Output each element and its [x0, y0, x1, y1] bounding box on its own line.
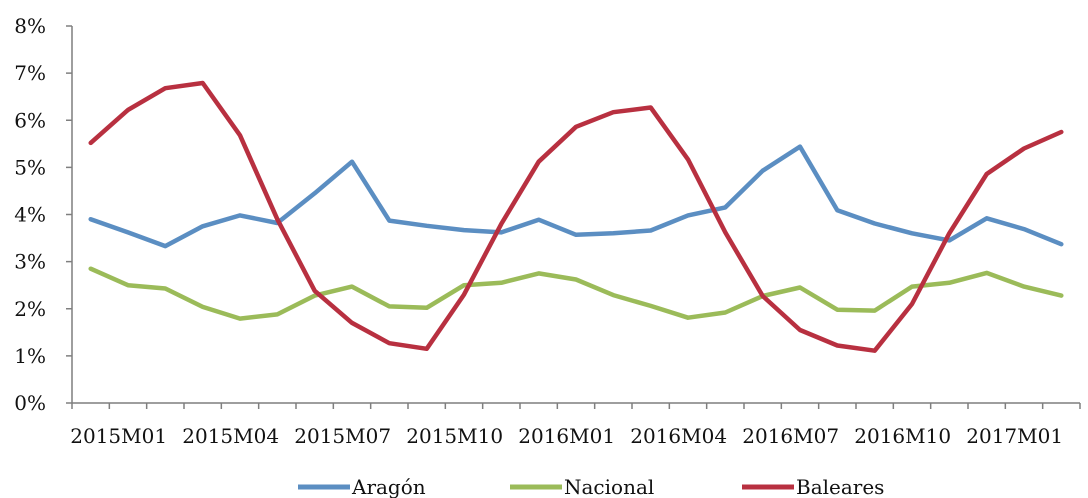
x-tick-label: 2015M04: [182, 424, 279, 448]
legend: Aragón Nacional Baleares: [298, 475, 884, 498]
x-tick-label: 2017M01: [966, 424, 1063, 448]
y-tick-label: 1%: [14, 344, 46, 368]
y-axis: 0% 1% 2% 3% 4% 5% 6% 7% 8%: [14, 14, 73, 415]
series-line: [88, 144, 1064, 249]
legend-label: Baleares: [796, 475, 884, 498]
y-tick-label: 7%: [14, 61, 46, 85]
series-line: [88, 80, 1064, 353]
y-tick-label: 0%: [14, 391, 46, 415]
y-tick-label: 5%: [14, 155, 46, 179]
legend-label: Aragón: [351, 475, 426, 498]
series-lines: [88, 80, 1064, 353]
x-tick-label: 2015M01: [70, 424, 167, 448]
y-tick-label: 4%: [14, 203, 46, 227]
series-line: [88, 266, 1064, 321]
y-tick-label: 8%: [14, 14, 46, 38]
y-tick-label: 3%: [14, 250, 46, 274]
x-tick-label: 2015M10: [406, 424, 503, 448]
x-tick-label: 2015M07: [294, 424, 391, 448]
x-tick-label: 2016M10: [854, 424, 951, 448]
x-tick-label: 2016M07: [742, 424, 839, 448]
y-tick-label: 6%: [14, 108, 46, 132]
y-tick-label: 2%: [14, 297, 46, 321]
legend-label: Nacional: [564, 475, 654, 498]
x-tick-label: 2016M01: [518, 424, 615, 448]
x-axis: 2015M01 2015M04 2015M07 2015M10 2016M01 2016M…: [70, 402, 1081, 448]
x-tick-label: 2016M04: [630, 424, 727, 448]
